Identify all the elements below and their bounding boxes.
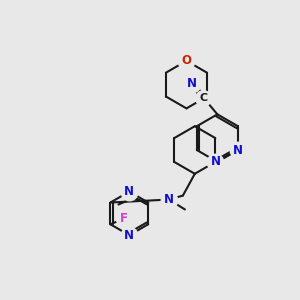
Text: N: N (187, 77, 197, 91)
Text: N: N (124, 185, 134, 198)
Text: N: N (124, 229, 134, 242)
Text: O: O (182, 54, 191, 67)
Text: C: C (199, 93, 207, 103)
Text: N: N (233, 143, 243, 157)
Text: F: F (120, 212, 128, 225)
Text: N: N (210, 155, 220, 168)
Text: N: N (164, 193, 174, 206)
